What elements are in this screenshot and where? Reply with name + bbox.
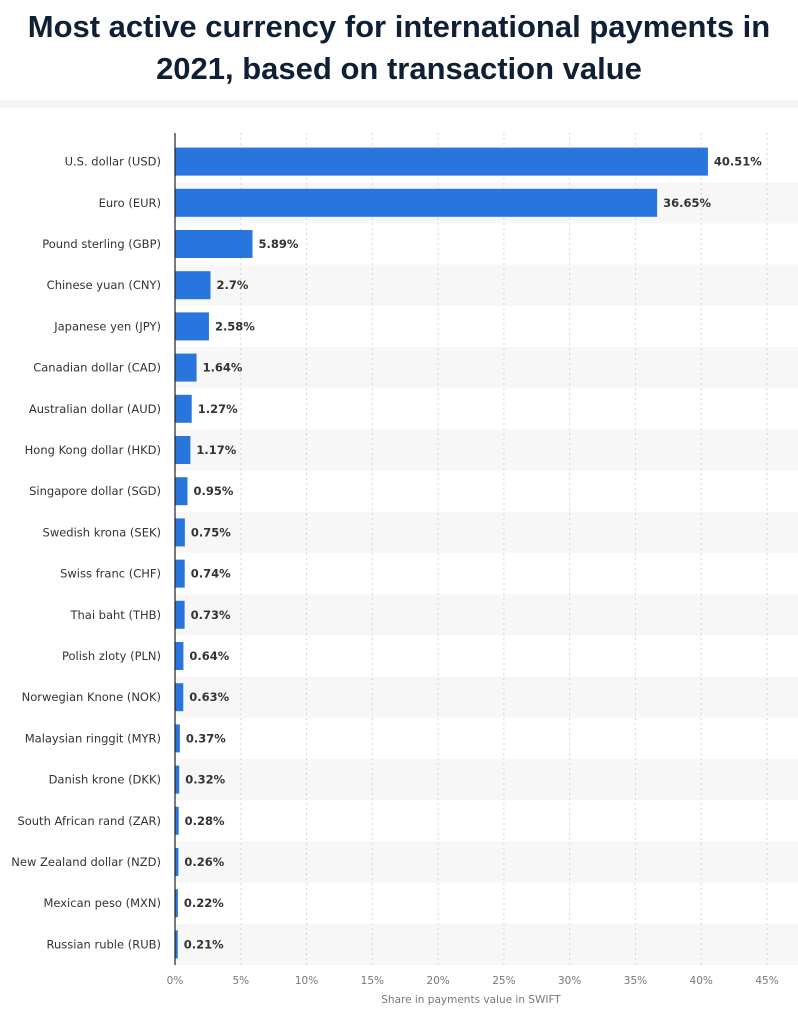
row-stripe (175, 264, 798, 306)
category-label: Mexican peso (MXN) (43, 896, 161, 910)
data-label: 36.65% (663, 196, 711, 210)
x-tick-label: 30% (558, 975, 581, 987)
row-stripe (175, 759, 798, 801)
data-label: 0.22% (184, 896, 224, 910)
x-tick-label: 10% (295, 975, 318, 987)
row-stripe (175, 429, 798, 471)
data-label: 5.89% (258, 237, 298, 251)
category-label: Japanese yen (JPY) (53, 319, 161, 333)
category-label: Hong Kong dollar (HKD) (25, 443, 161, 457)
x-tick-label: 40% (690, 975, 713, 987)
data-label: 0.64% (189, 649, 229, 663)
bar (175, 230, 253, 258)
bar (175, 600, 185, 629)
bar (175, 642, 184, 670)
bar (175, 848, 179, 876)
bar (175, 188, 658, 217)
bar (175, 683, 184, 712)
bar (175, 147, 708, 176)
category-label: Norwegian Knone (NOK) (22, 690, 161, 704)
row-stripe (175, 676, 798, 718)
data-label: 2.58% (215, 319, 255, 333)
data-label: 0.21% (184, 937, 224, 951)
bar (175, 930, 178, 959)
data-label: 0.74% (191, 567, 231, 581)
bar (175, 889, 178, 918)
data-label: 0.32% (185, 773, 225, 787)
data-label: 40.51% (714, 155, 762, 169)
chart-title: Most active currency for international p… (27, 9, 771, 86)
row-stripe (175, 594, 798, 636)
data-label: 0.28% (185, 814, 225, 828)
data-label: 0.63% (189, 690, 229, 704)
x-tick-label: 5% (232, 975, 249, 987)
bar (175, 394, 192, 423)
bar (175, 559, 185, 588)
title-area: Most active currency for international p… (0, 0, 798, 104)
bar-chart: U.S. dollar (USD) 40.51% Euro (EUR) 36.65% P… (11, 133, 798, 1006)
category-label: Canadian dollar (CAD) (33, 361, 161, 375)
bar (175, 271, 211, 300)
category-label: Swiss franc (CHF) (60, 567, 161, 581)
row-stripe (175, 841, 798, 883)
category-label: Singapore dollar (SGD) (29, 484, 161, 498)
category-label: Polish zloty (PLN) (62, 649, 161, 663)
x-tick-label: 15% (361, 975, 384, 987)
bar (175, 477, 188, 506)
data-label: 1.27% (198, 402, 238, 416)
category-label: Euro (EUR) (99, 196, 161, 210)
category-label: Danish krone (DKK) (49, 773, 161, 787)
bar (175, 724, 180, 753)
bar (175, 765, 180, 794)
category-label: Swedish krona (SEK) (43, 525, 161, 539)
x-tick-label: 0% (167, 975, 184, 987)
category-label: New Zealand dollar (NZD) (11, 855, 161, 869)
x-tick-label: 20% (426, 975, 449, 987)
row-stripe (175, 347, 798, 389)
bar (175, 312, 209, 341)
row-stripe (175, 923, 798, 965)
data-label: 0.37% (186, 731, 226, 745)
category-label: Chinese yuan (CNY) (47, 278, 161, 292)
bar (175, 436, 191, 464)
data-label: 0.73% (191, 608, 231, 622)
x-tick-label: 25% (492, 975, 515, 987)
header-separator (0, 100, 798, 108)
data-label: 1.64% (203, 361, 243, 375)
data-label: 0.75% (191, 525, 231, 539)
chart-area: U.S. dollar (USD) 40.51% Euro (EUR) 36.65% P… (0, 108, 798, 1023)
data-label: 1.17% (196, 443, 236, 457)
bar (175, 806, 179, 835)
category-label: Russian ruble (RUB) (47, 937, 161, 951)
x-tick-label: 45% (755, 975, 778, 987)
data-label: 0.95% (193, 484, 233, 498)
bar (175, 518, 185, 547)
category-label: Malaysian ringgit (MYR) (25, 731, 161, 745)
category-label: Pound sterling (GBP) (42, 237, 161, 251)
bar (175, 353, 197, 382)
x-axis-title: Share in payments value in SWIFT (381, 994, 561, 1006)
category-label: Thai baht (THB) (69, 608, 161, 622)
category-label: Australian dollar (AUD) (29, 402, 161, 416)
data-label: 2.7% (217, 278, 249, 292)
data-label: 0.26% (184, 855, 224, 869)
category-label: U.S. dollar (USD) (65, 155, 161, 169)
category-label: South African rand (ZAR) (17, 814, 161, 828)
row-stripe (175, 511, 798, 553)
x-tick-label: 35% (624, 975, 647, 987)
